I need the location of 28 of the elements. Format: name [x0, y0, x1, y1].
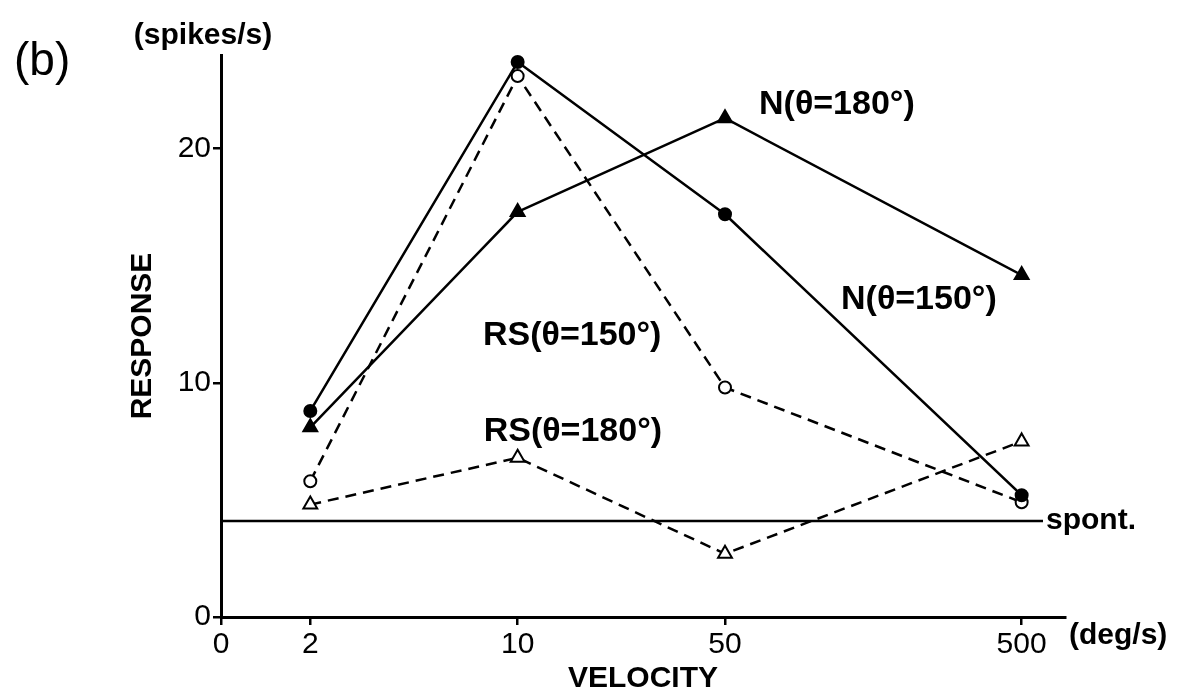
point [509, 202, 526, 217]
y-axis-title: RESPONSE [124, 252, 158, 420]
point [718, 207, 732, 222]
x-axis-title: VELOCITY [567, 660, 719, 694]
text: (b) [14, 32, 71, 85]
x-tick-label: 50 [708, 626, 742, 660]
series-label: N(θ=150°) [841, 277, 997, 316]
point [718, 380, 732, 395]
x-tick-label: 500 [996, 626, 1047, 660]
series-label: RS(θ=180°) [483, 410, 663, 449]
series-label: RS(θ=150°) [483, 313, 662, 352]
y-tick-label: 0 [194, 598, 211, 632]
point [510, 69, 525, 84]
point [509, 448, 526, 463]
point [510, 55, 525, 70]
text: (deg/s) [1069, 617, 1168, 651]
x-tick-label: 10 [500, 626, 535, 660]
x-tick-label: 2 [301, 626, 319, 660]
point [717, 109, 733, 124]
point [303, 403, 318, 418]
ref-line-label: spont. [1046, 502, 1136, 536]
point [717, 544, 733, 559]
point [302, 495, 319, 510]
y-tick-label: 10 [177, 364, 211, 398]
text: (spikes/s) [133, 17, 273, 51]
point [302, 418, 319, 433]
series-label: N(θ=180°) [759, 82, 915, 121]
y-tick-label: 20 [177, 129, 211, 163]
